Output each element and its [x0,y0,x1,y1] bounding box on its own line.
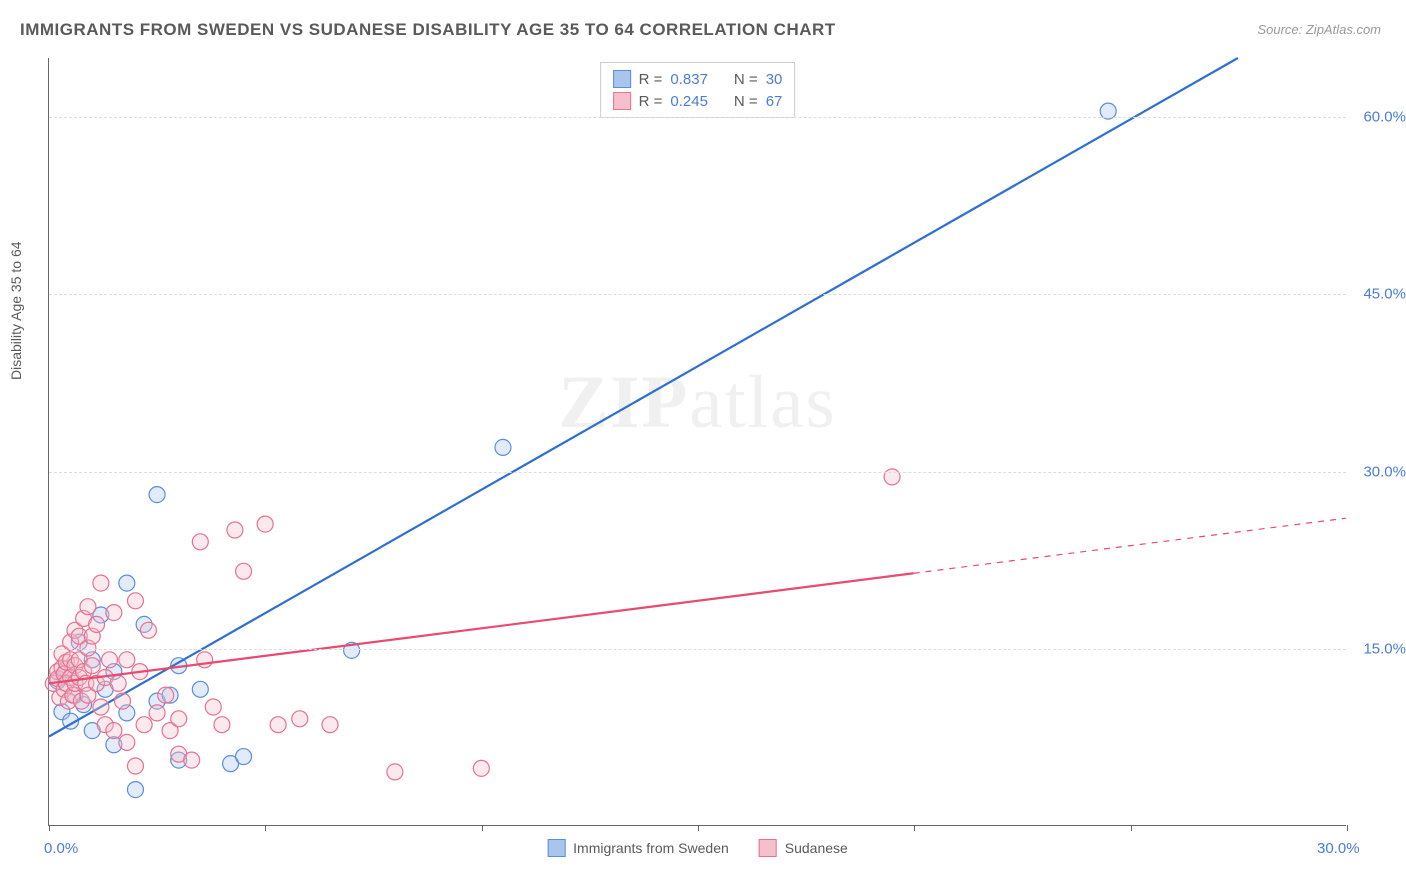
legend-swatch [759,839,777,857]
scatter-point [110,675,126,691]
trend-line [49,58,1238,737]
scatter-point [89,616,105,632]
scatter-point [136,717,152,733]
scatter-point [119,734,135,750]
trend-line [49,573,914,683]
scatter-point [106,723,122,739]
x-tick-mark [265,825,266,831]
scatter-point [473,760,489,776]
scatter-point [115,693,131,709]
scatter-point [205,699,221,715]
r-label: R = [639,71,663,88]
scatter-point [322,717,338,733]
gridline [49,472,1346,473]
n-label: N = [734,71,758,88]
n-value: 30 [766,71,783,88]
scatter-point [80,599,96,615]
scatter-point [292,711,308,727]
x-tick-mark [698,825,699,831]
scatter-point [93,699,109,715]
gridline [49,117,1346,118]
x-tick-mark [49,825,50,831]
n-label: N = [734,93,758,110]
scatter-point [149,705,165,721]
gridline [49,294,1346,295]
scatter-point [127,782,143,798]
r-value: 0.245 [670,93,708,110]
scatter-point [236,749,252,765]
scatter-point [127,758,143,774]
scatter-point [495,439,511,455]
y-tick-label: 45.0% [1351,286,1406,303]
source-credit: Source: ZipAtlas.com [1257,22,1381,37]
scatter-point [192,534,208,550]
legend-label: Sudanese [785,840,848,856]
y-tick-label: 30.0% [1351,463,1406,480]
scatter-point [227,522,243,538]
legend-swatch [613,70,631,88]
y-tick-label: 60.0% [1351,109,1406,126]
n-value: 67 [766,93,783,110]
y-axis-title: Disability Age 35 to 64 [8,241,24,380]
x-tick-mark [1347,825,1348,831]
scatter-point [192,681,208,697]
chart-title: IMMIGRANTS FROM SWEDEN VS SUDANESE DISAB… [20,20,836,40]
x-tick-mark [482,825,483,831]
x-tick-mark [1131,825,1132,831]
legend-row: R = 0.837 N = 30 [613,68,783,90]
y-tick-label: 15.0% [1351,640,1406,657]
legend-row: R = 0.245 N = 67 [613,90,783,112]
scatter-point [119,652,135,668]
scatter-point [257,516,273,532]
plot-area: ZIPatlas R =0.837N =30R =0.245N =67 Immi… [48,58,1346,826]
scatter-point [93,575,109,591]
scatter-point [214,717,230,733]
r-label: R = [639,93,663,110]
scatter-point [84,658,100,674]
scatter-svg [49,58,1346,825]
x-tick-label: 30.0% [1317,840,1360,857]
legend-item: Sudanese [759,839,848,857]
scatter-point [149,487,165,503]
legend-item: Immigrants from Sweden [547,839,729,857]
legend-label: Immigrants from Sweden [573,840,729,856]
trend-line-dashed [914,518,1346,573]
gridline [49,649,1346,650]
scatter-point [270,717,286,733]
scatter-point [102,652,118,668]
x-tick-mark [914,825,915,831]
scatter-point [119,575,135,591]
scatter-point [236,563,252,579]
series-legend: Immigrants from Sweden Sudanese [547,839,848,857]
scatter-point [158,687,174,703]
legend-swatch [613,92,631,110]
scatter-point [387,764,403,780]
scatter-point [127,593,143,609]
scatter-point [140,622,156,638]
correlation-legend: R = 0.837 N = 30 R = 0.245 N = 67 [600,62,796,118]
legend-swatch [547,839,565,857]
scatter-point [184,752,200,768]
scatter-point [106,605,122,621]
x-tick-label: 0.0% [44,840,78,857]
scatter-point [171,711,187,727]
r-value: 0.837 [670,71,708,88]
